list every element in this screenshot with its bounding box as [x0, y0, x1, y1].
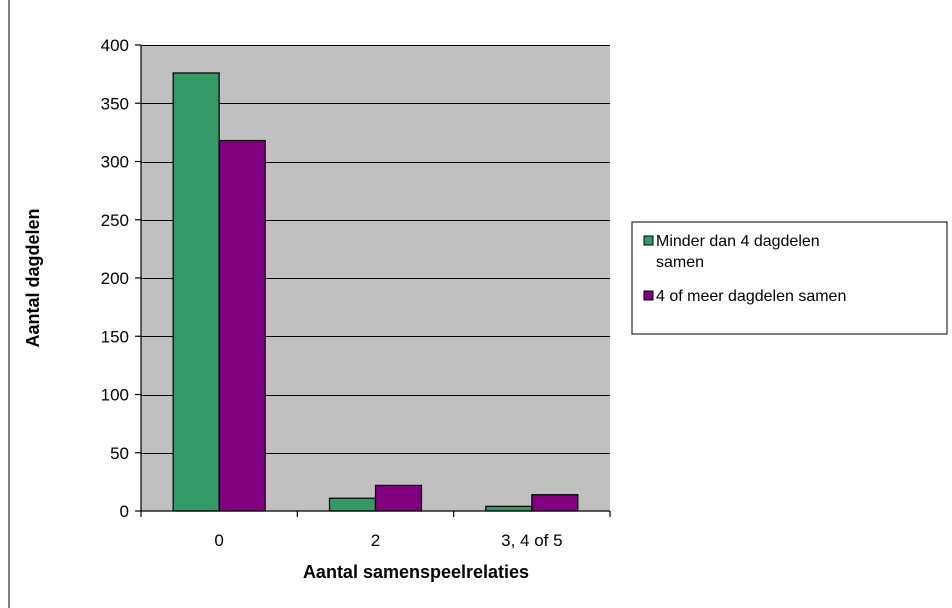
bar-1-0 — [218, 139, 266, 512]
bars — [172, 72, 579, 512]
y-tick-label-200: 200 — [101, 269, 129, 288]
legend-box — [631, 221, 948, 335]
bar-1-2 — [531, 494, 579, 512]
axes — [135, 44, 611, 517]
y-tick-label-350: 350 — [101, 94, 129, 113]
y-tick-label-150: 150 — [101, 327, 129, 346]
x-axis-title: Aantal samenspeelrelaties — [303, 562, 529, 582]
legend-label-0a: Minder dan 4 dagdelen — [656, 233, 820, 250]
y-tick-label-50: 50 — [110, 444, 129, 463]
legend-swatch-1 — [643, 290, 654, 301]
y-tick-label-300: 300 — [101, 153, 129, 172]
legend-label-1: 4 of meer dagdelen samen — [656, 288, 846, 305]
bar-1-1 — [374, 484, 423, 512]
bar-0-0 — [172, 72, 220, 512]
y-axis-title: Aantal dagdelen — [23, 208, 43, 347]
y-tick-label-250: 250 — [101, 211, 129, 230]
y-tick-label-0: 0 — [120, 502, 129, 521]
legend-label-0b: samen — [656, 254, 704, 271]
x-tick-label-0: 0 — [214, 531, 223, 550]
y-tick-label-400: 400 — [101, 36, 129, 55]
bar-0-1 — [328, 497, 377, 512]
legend-swatch-0 — [643, 235, 654, 246]
x-tick-labels: 0 2 3, 4 of 5 — [214, 531, 562, 550]
legend: Minder dan 4 dagdelen samen 4 of meer da… — [631, 221, 948, 335]
x-tick-label-1: 2 — [371, 531, 380, 550]
x-tick-label-2: 3, 4 of 5 — [501, 531, 562, 550]
y-tick-label-100: 100 — [101, 386, 129, 405]
y-tick-labels: 0 50 100 150 200 250 300 350 400 — [101, 36, 129, 521]
bar-0-2 — [485, 505, 533, 512]
